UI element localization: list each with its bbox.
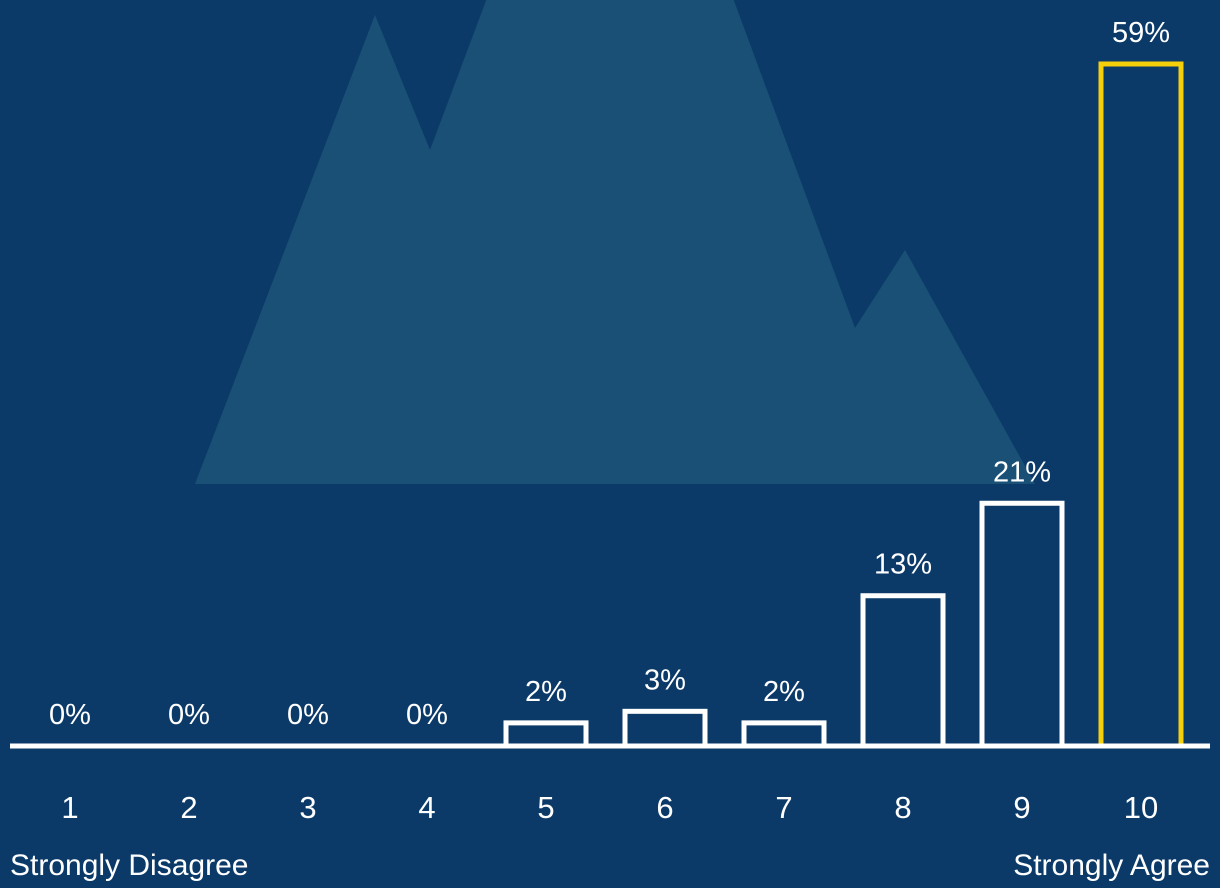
mountain-graphic xyxy=(195,0,1035,484)
bar-9 xyxy=(979,500,1065,749)
value-label-6: 3% xyxy=(644,664,686,696)
category-label-1: 1 xyxy=(61,790,78,825)
category-label-5: 5 xyxy=(537,790,554,825)
value-label-10: 59% xyxy=(1112,17,1170,49)
category-label-8: 8 xyxy=(894,790,911,825)
scale-right-label: Strongly Agree xyxy=(1013,849,1210,882)
category-label-3: 3 xyxy=(299,790,316,825)
category-label-7: 7 xyxy=(775,790,792,825)
value-label-2: 0% xyxy=(168,699,210,731)
value-label-3: 0% xyxy=(287,699,329,731)
bar-6 xyxy=(622,708,708,749)
bar-5 xyxy=(503,720,589,749)
value-label-8: 13% xyxy=(874,549,932,581)
value-label-7: 2% xyxy=(763,676,805,708)
category-label-9: 9 xyxy=(1013,790,1030,825)
bar-10 xyxy=(1098,61,1184,749)
category-label-2: 2 xyxy=(180,790,197,825)
value-label-5: 2% xyxy=(525,676,567,708)
value-labels-group: 0% 0% 0% 0% 2% 3% 2% 13% 21% 59% xyxy=(49,17,1170,731)
scale-left-label: Strongly Disagree xyxy=(10,849,248,882)
value-label-9: 21% xyxy=(993,456,1051,488)
value-label-4: 0% xyxy=(406,699,448,731)
category-label-4: 4 xyxy=(418,790,435,825)
bar-7 xyxy=(741,720,827,749)
bar-8 xyxy=(860,593,946,749)
category-label-10: 10 xyxy=(1124,790,1158,825)
category-label-6: 6 xyxy=(656,790,673,825)
value-label-1: 0% xyxy=(49,699,91,731)
category-labels-group: 1 2 3 4 5 6 7 8 9 10 xyxy=(61,790,1158,825)
